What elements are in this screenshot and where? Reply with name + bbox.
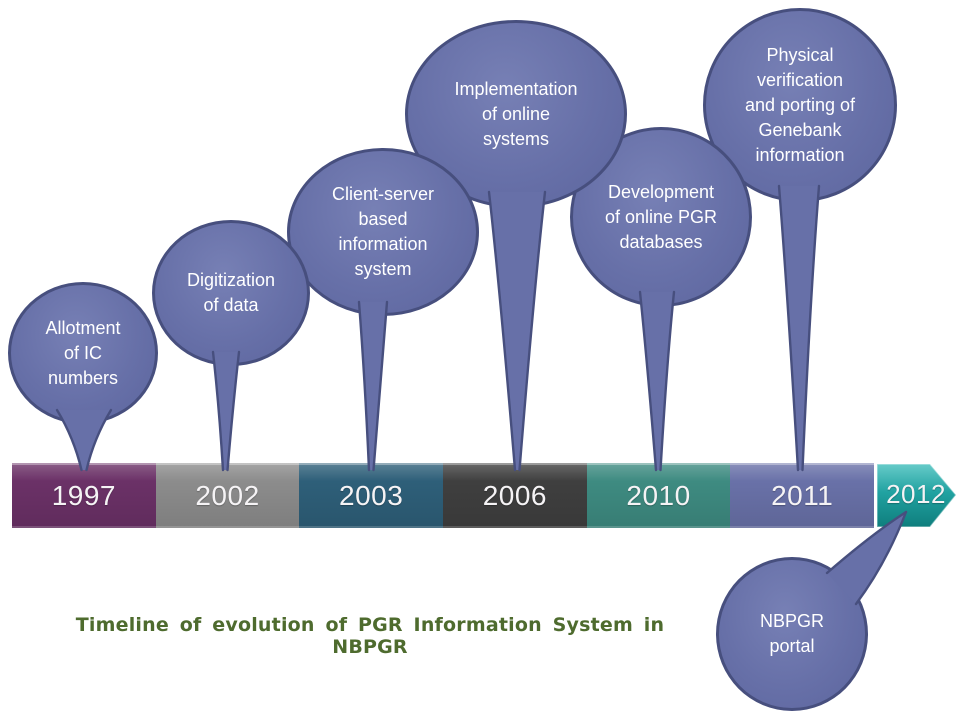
callout-text-line: systems — [482, 128, 549, 149]
callout-text-line: based — [358, 209, 408, 229]
callout-text-line: system — [354, 259, 412, 279]
timeline-caption: Timeline of evolution of PGR Information… — [75, 614, 665, 658]
timeline-segment-2003: 2003 — [299, 463, 444, 528]
callout-text-line: Implementation — [454, 78, 578, 99]
callout-text-line: Client-server — [331, 184, 435, 204]
callout-2010-pgr-databases: Development of online PGR databases — [570, 127, 752, 307]
callout-2002-digitization: Digitization of data — [152, 220, 310, 366]
timeline-segment-2010: 2010 — [586, 463, 731, 528]
callout-2012-nbpgr-portal: NBPGR portal — [716, 557, 868, 711]
timeline-bar: 1997 2002 2003 2006 2010 2011 — [12, 463, 875, 528]
timeline-year-2012: 2012 — [886, 478, 946, 509]
callout-pointer-2011 — [777, 184, 821, 472]
timeline-segment-2002: 2002 — [155, 463, 300, 528]
callout-text-line: information — [338, 234, 428, 254]
callout-text-line: information — [755, 144, 845, 165]
callout-text-line: of IC — [63, 342, 102, 363]
callout-pointer-2002 — [211, 350, 241, 472]
callout-2003-client-server: Client-server based information system — [287, 148, 479, 316]
callout-text-line: Genebank — [758, 119, 842, 140]
callout-text-line: Physical — [766, 44, 834, 65]
timeline-segment-1997: 1997 — [12, 463, 156, 528]
callout-text-line: Allotment — [45, 317, 121, 338]
callout-1997-allotment: Allotment of IC numbers — [8, 282, 158, 424]
callout-text-line: of online PGR — [604, 206, 718, 227]
callout-text-line: Development — [607, 181, 715, 202]
callout-text-line: verification — [756, 69, 844, 90]
callout-2011-genebank: Physical verification and porting of Gen… — [703, 8, 897, 202]
callout-text-line: Digitization — [186, 270, 276, 290]
callout-text-line: numbers — [47, 367, 119, 388]
callout-text-line: and porting of — [744, 94, 856, 115]
callout-pointer-2003 — [357, 300, 389, 472]
timeline-segment-2006: 2006 — [443, 463, 587, 528]
timeline-segment-2011: 2011 — [730, 463, 875, 528]
callout-text-line: of data — [203, 295, 259, 315]
callout-pointer-2006 — [487, 190, 547, 472]
callout-text-line: NBPGR — [759, 611, 824, 631]
callout-pointer-2010 — [638, 290, 676, 472]
callout-text-line: portal — [769, 636, 815, 656]
callout-text-line: databases — [619, 231, 703, 252]
callout-text-line: of online — [481, 103, 551, 124]
